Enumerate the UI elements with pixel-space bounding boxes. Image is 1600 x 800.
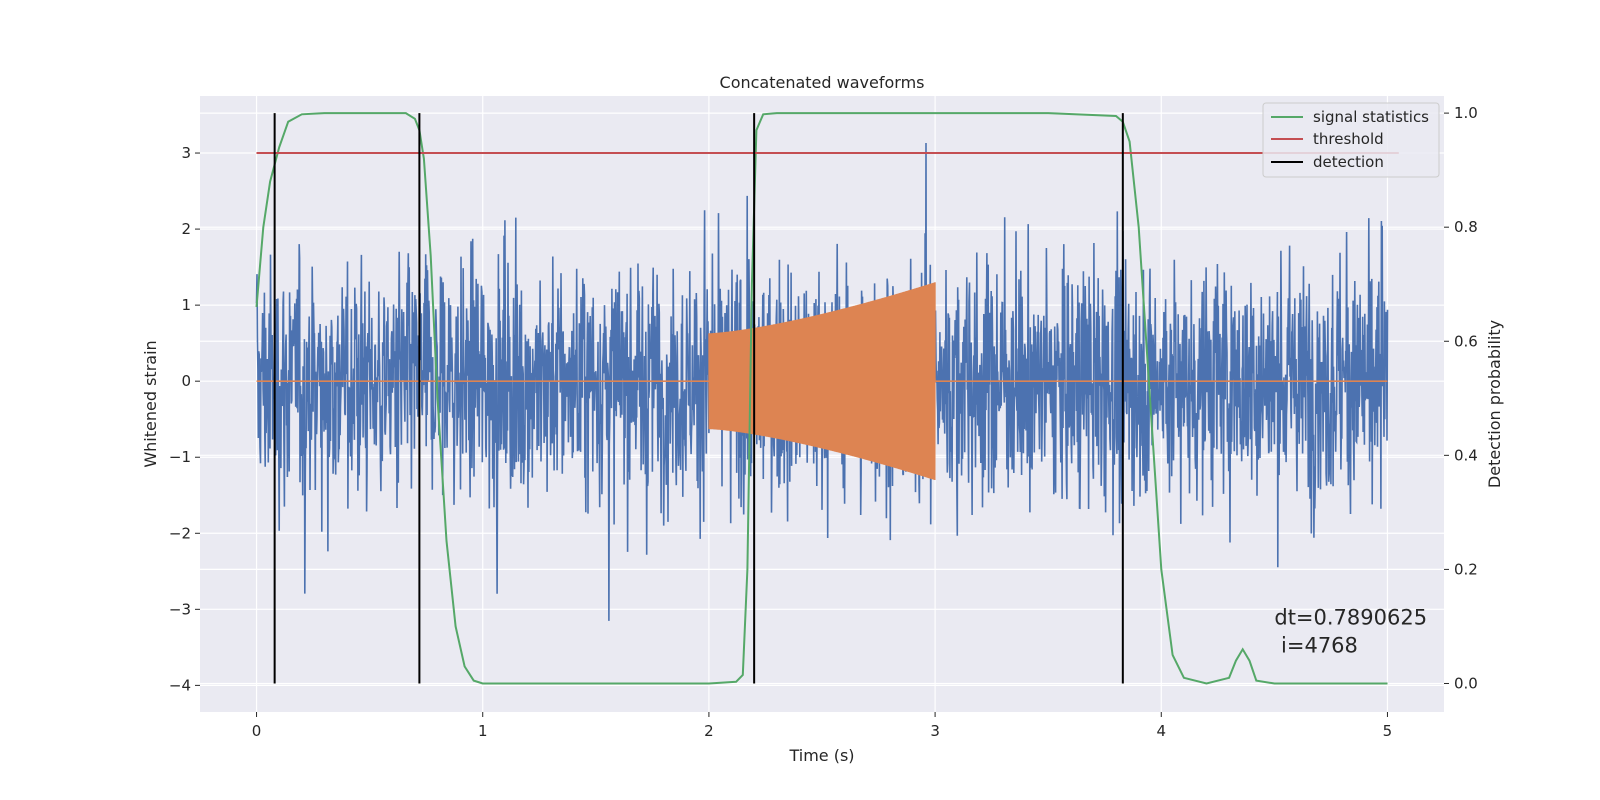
annotation: dt=0.7890625 i=4768 [1274,606,1427,658]
right-tick-label: 0.2 [1454,560,1478,578]
right-tick-label: 0.4 [1454,446,1478,464]
y-tick: −2 [169,524,200,542]
chirp-layer [256,282,1388,481]
x-axis-ticks: 0 1 2 3 4 5 [252,712,1392,740]
x-tick: 4 [1156,712,1166,740]
y-tick-label: −2 [169,524,191,542]
y-tick: −3 [169,600,200,618]
y-axis-ticks: 3 2 1 0 −1 −2 −3 −4 [169,144,200,694]
noise-layer [255,142,1389,621]
right-tick-label: 0.0 [1454,674,1478,692]
legend-label-signal-statistics: signal statistics [1313,108,1429,126]
series-layer [255,112,1399,685]
y-tick: 1 [181,296,200,314]
right-tick: 0.2 [1444,560,1478,578]
annotation-i: i=4768 [1274,634,1358,658]
x-tick: 3 [930,712,940,740]
right-tick: 0.4 [1444,446,1478,464]
right-tick: 0.0 [1444,674,1478,692]
y-tick: 3 [181,144,200,162]
y-tick: 2 [181,220,200,238]
signal-statistics-line [255,112,1388,685]
y-tick: −4 [169,676,200,694]
x-tick: 2 [704,712,714,740]
y-tick: 0 [181,372,200,390]
y-tick-label: −1 [169,448,191,466]
y-tick-label: 2 [181,220,191,238]
legend-box [1262,102,1440,178]
x-tick: 1 [478,712,488,740]
right-tick-label: 1.0 [1454,104,1478,122]
x-tick-label: 4 [1156,722,1166,740]
chart-title: Concatenated waveforms [720,73,925,92]
x-tick: 5 [1383,712,1393,740]
annotation-dt: dt=0.7890625 [1274,606,1427,630]
right-axis-label: Detection probability [1485,320,1504,488]
y-tick-label: −3 [169,600,191,618]
y-axis-label: Whitened strain [141,340,160,467]
x-tick: 0 [252,712,262,740]
legend-label-threshold: threshold [1313,130,1384,148]
x-tick-label: 5 [1383,722,1393,740]
right-tick: 0.6 [1444,332,1478,350]
x-tick-label: 1 [478,722,488,740]
legend-label-detection: detection [1313,153,1384,171]
noise-waveform [255,142,1389,621]
detections-layer [273,113,1124,684]
y-tick-label: 3 [181,144,191,162]
injected-signal-chirp [708,282,936,481]
x-tick-label: 2 [704,722,714,740]
y-tick: −1 [169,448,200,466]
right-tick-label: 0.8 [1454,218,1478,236]
legend: signal statistics threshold detection [1262,102,1440,178]
right-tick: 1.0 [1444,104,1478,122]
x-axis-label: Time (s) [788,746,854,765]
y-tick-label: −4 [169,676,191,694]
x-tick-label: 0 [252,722,262,740]
right-tick: 0.8 [1444,218,1478,236]
right-axis-ticks: 1.0 0.8 0.6 0.4 0.2 0.0 [1444,104,1478,692]
y-tick-label: 0 [181,372,191,390]
x-tick-label: 3 [930,722,940,740]
y-tick-label: 1 [181,296,191,314]
right-tick-label: 0.6 [1454,332,1478,350]
